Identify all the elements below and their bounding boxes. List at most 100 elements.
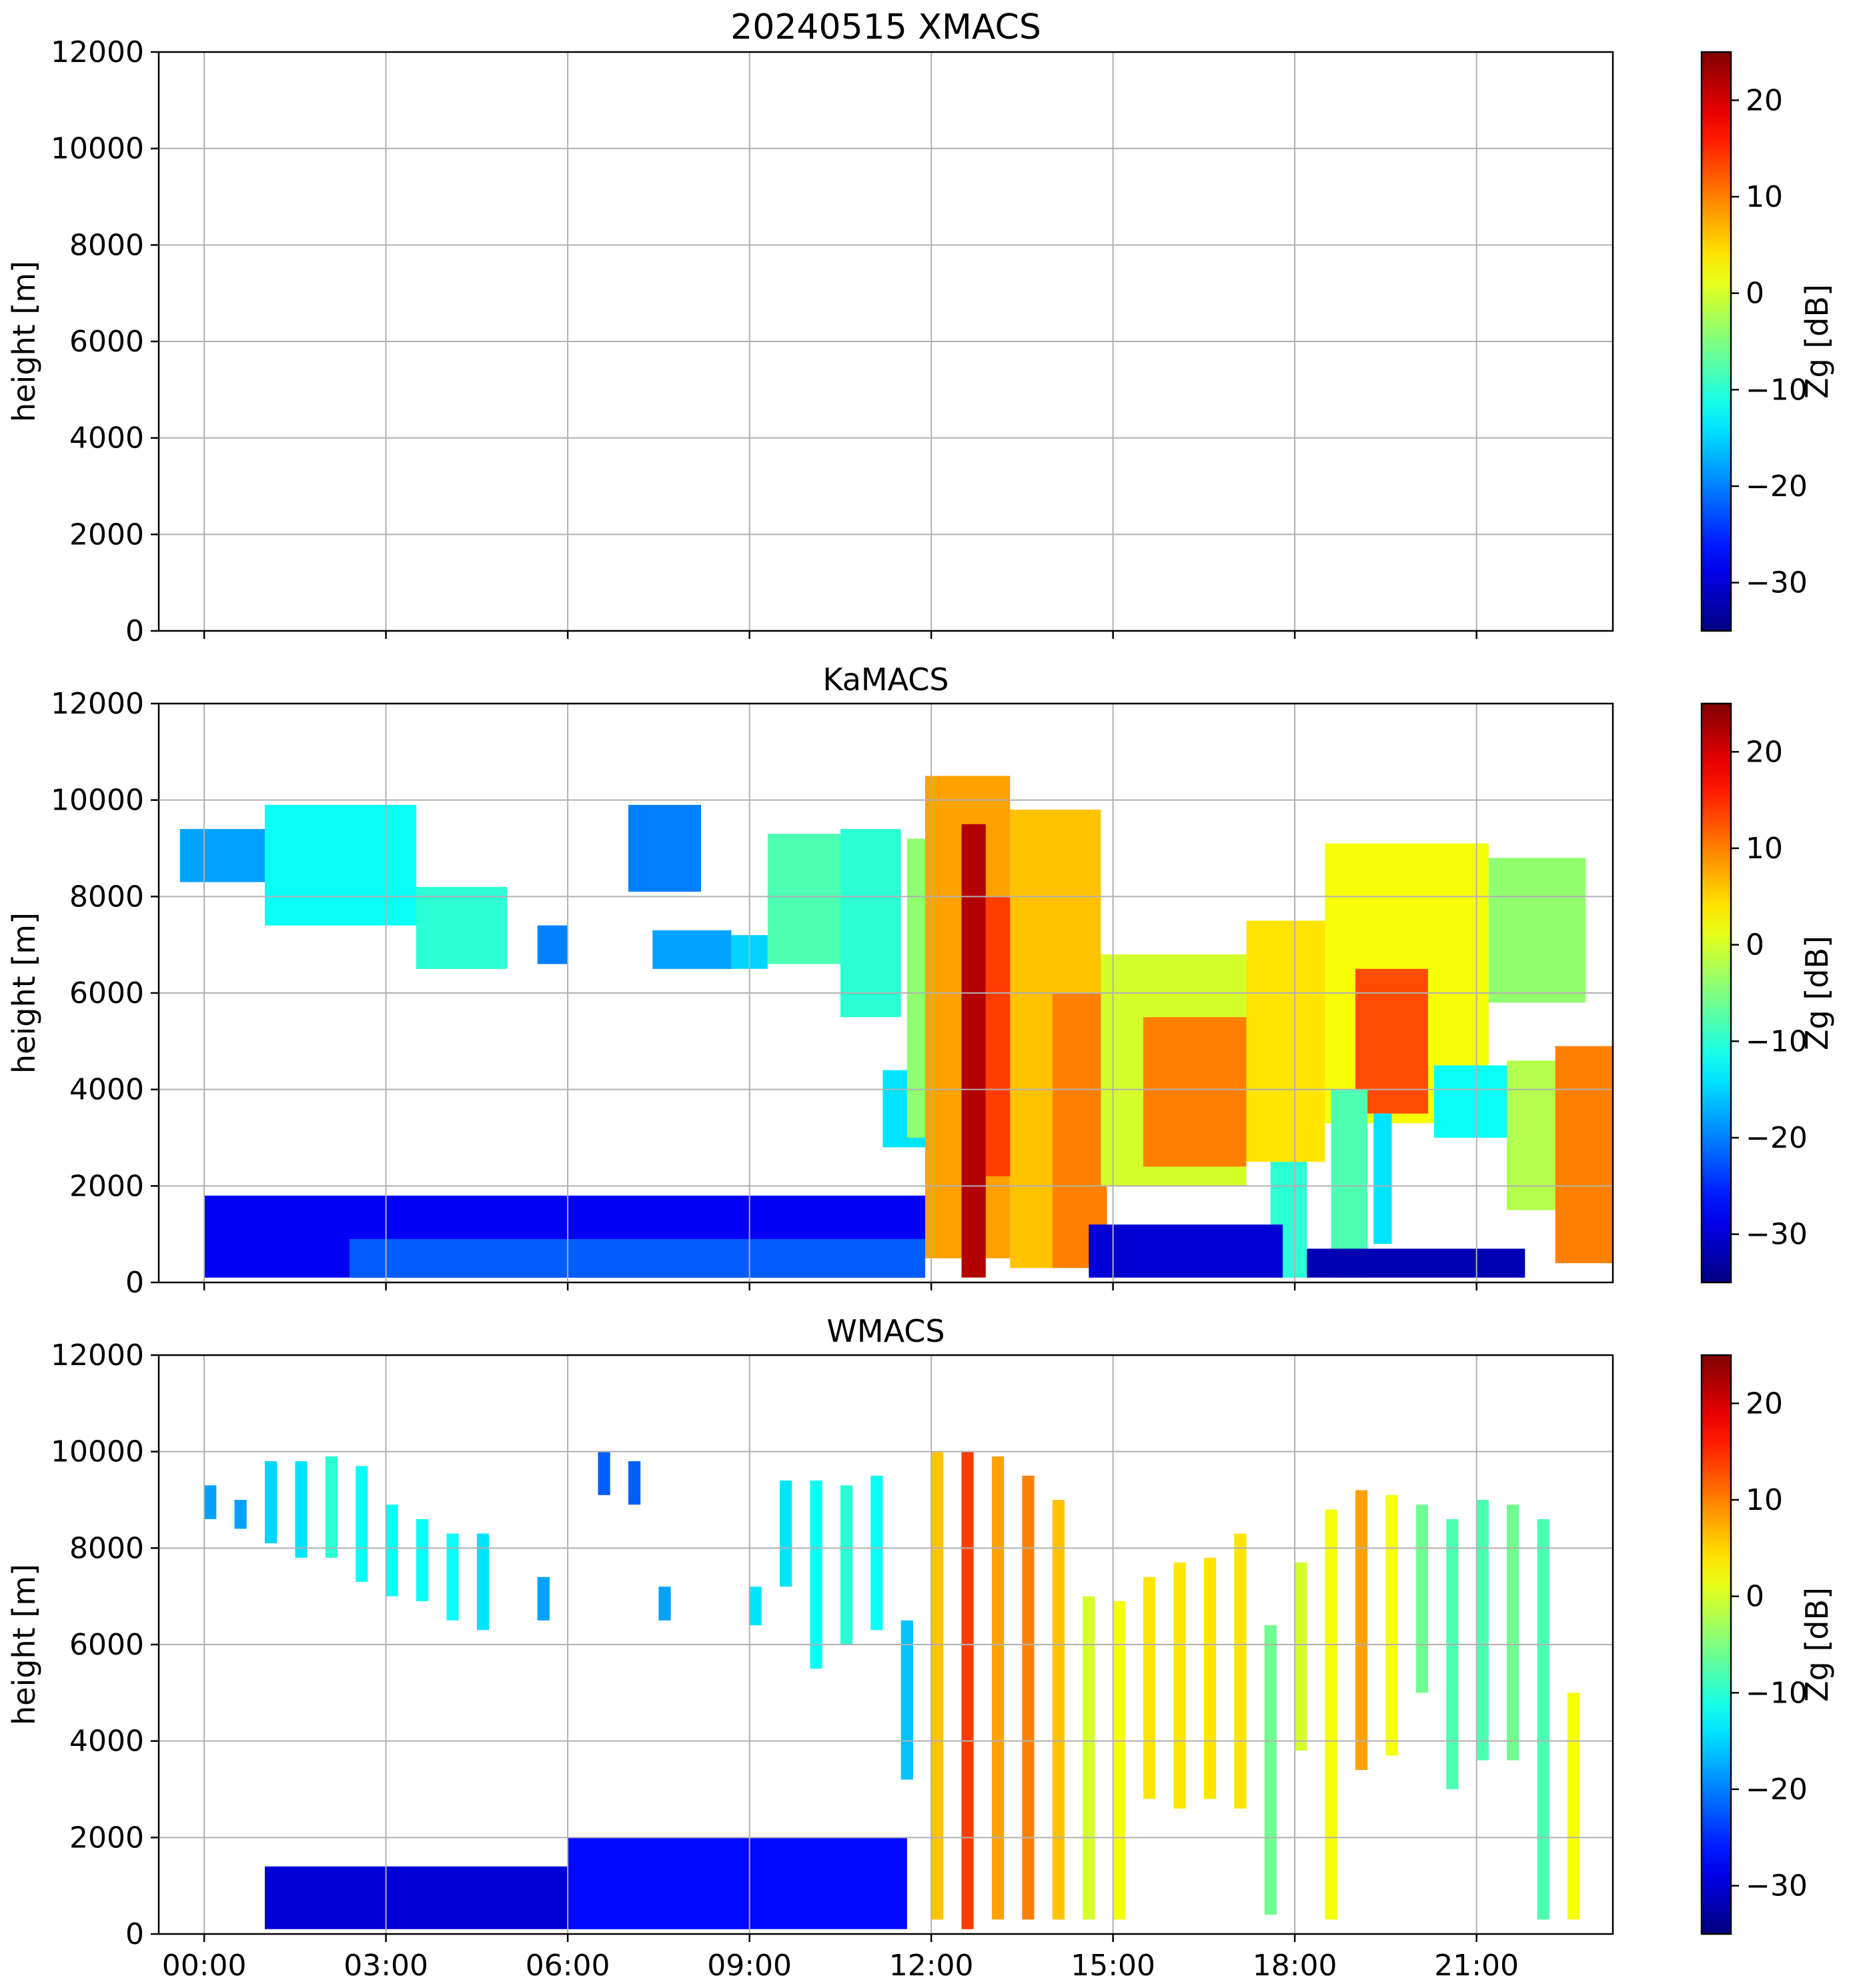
echo-region [1295, 1563, 1307, 1751]
echo-region [810, 1480, 822, 1669]
y-tick-label: 6000 [69, 976, 144, 1010]
y-tick-label: 4000 [69, 1073, 144, 1107]
y-tick-label: 2000 [69, 518, 144, 552]
colorbar-tick-label: 10 [1746, 832, 1783, 866]
colorbar-tick-label: 10 [1746, 180, 1783, 214]
echo-region [1234, 1533, 1247, 1809]
colorbar-tick-label: −10 [1746, 373, 1808, 407]
y-tick-label: 8000 [69, 880, 144, 914]
echo-region [1415, 1505, 1428, 1693]
echo-region [386, 1505, 398, 1597]
echo-region [1113, 1601, 1125, 1920]
echo-region [1331, 1089, 1368, 1278]
echo-region [1022, 1475, 1035, 1920]
echo-region [1052, 1500, 1065, 1920]
y-tick-label: 6000 [69, 325, 144, 359]
echo-region [350, 1238, 925, 1278]
x-tick-label: 15:00 [1071, 1949, 1155, 1983]
echo-region [992, 1456, 1005, 1920]
colorbar-gradient [1700, 702, 1732, 1284]
echo-region [476, 1533, 490, 1631]
echo-region [1246, 920, 1325, 1162]
colorbar-tick-label: −20 [1746, 1121, 1808, 1155]
x-tick-label: 18:00 [1253, 1949, 1337, 1983]
panel-2: 0 2000 4000 6000 8000 10000 12000 height [m] KaM… [6, 662, 1835, 1300]
echo-region [265, 1461, 277, 1544]
echo-region [1446, 1519, 1459, 1789]
echo-region [961, 1451, 974, 1929]
colorbar-tick-label: 0 [1746, 928, 1764, 962]
colorbar-tick-label: −30 [1746, 1218, 1808, 1252]
echo-region [1488, 858, 1586, 1003]
y-tick-label: 8000 [69, 1531, 144, 1565]
echo-region [1567, 1693, 1580, 1920]
x-tick-label: 03:00 [344, 1949, 428, 1983]
y-tick-label: 0 [125, 614, 144, 648]
y-tick-label: 2000 [69, 1821, 144, 1855]
echo-region [325, 1456, 338, 1558]
panel-3: 0 2000 4000 6000 8000 10000 12000 00:00 03:00 06:… [6, 1313, 1835, 1983]
echo-region [628, 804, 701, 892]
echo-region [1052, 993, 1107, 1268]
colorbar: −30 −20 −10 0 10 20 Zg [dB] [1700, 51, 1835, 632]
echo-region [1355, 1490, 1368, 1770]
colorbar-label: Zg [dB] [1799, 936, 1835, 1050]
y-tick-label: 10000 [51, 784, 144, 818]
echo-region [1173, 1563, 1186, 1809]
colorbar-tick-label: 10 [1746, 1483, 1783, 1517]
colorbar-tick-label: −30 [1746, 1869, 1808, 1903]
colorbar-tick-label: −10 [1746, 1024, 1808, 1058]
colorbar-label: Zg [dB] [1799, 1587, 1835, 1702]
colorbar-tick-label: −20 [1746, 469, 1808, 504]
y-tick-label: 12000 [51, 687, 144, 721]
echo-region [749, 1587, 762, 1626]
echo-region [234, 1500, 247, 1529]
colorbar-tick-label: 0 [1746, 277, 1764, 311]
echo-region [1373, 1113, 1392, 1244]
colorbar-tick-label: 0 [1746, 1580, 1764, 1614]
y-axis-label: height [m] [6, 261, 42, 422]
colorbar: −30 −20 −10 0 10 20 Zg [dB] [1700, 702, 1835, 1284]
echo-region [1537, 1519, 1550, 1920]
y-tick-label: 10000 [51, 1435, 144, 1469]
y-tick-label: 12000 [51, 35, 144, 69]
colorbar-gradient [1700, 1354, 1732, 1935]
y-tick-label: 12000 [51, 1338, 144, 1372]
y-tick-label: 4000 [69, 421, 144, 455]
colorbar-tick-label: −10 [1746, 1676, 1808, 1710]
colorbar-gradient [1700, 51, 1732, 632]
echo-region [840, 1485, 853, 1645]
y-tick-label: 0 [125, 1266, 144, 1300]
echo-region [652, 930, 732, 969]
y-tick-label: 4000 [69, 1725, 144, 1759]
echo-region [1385, 1495, 1398, 1756]
echo-region [416, 1519, 429, 1601]
echo-region [658, 1587, 671, 1621]
echo-region [446, 1533, 459, 1621]
echo-region [537, 1577, 550, 1621]
y-tick-label: 10000 [51, 132, 144, 166]
echo-region [568, 1837, 907, 1929]
y-tick-label: 6000 [69, 1628, 144, 1662]
y-tick-label: 8000 [69, 228, 144, 262]
colorbar-label: Zg [dB] [1799, 284, 1835, 399]
echo-region [961, 824, 986, 1278]
echo-region [1555, 1046, 1613, 1264]
echo-region [900, 1620, 913, 1780]
x-tick-label: 00:00 [162, 1949, 247, 1983]
echo-region [767, 834, 840, 964]
echo-region [1203, 1557, 1217, 1799]
echo-region [537, 925, 568, 964]
echo-region [931, 1451, 944, 1920]
echo-region [870, 1475, 883, 1631]
echo-region [416, 886, 508, 969]
y-axis-label: height [m] [6, 1564, 42, 1725]
panel-title: KaMACS [822, 662, 949, 698]
panel-title: 20240515 XMACS [730, 7, 1041, 47]
echo-region [1507, 1505, 1519, 1761]
echo-region [295, 1461, 307, 1558]
echo-region [1476, 1500, 1489, 1761]
colorbar-tick-label: −30 [1746, 566, 1808, 600]
colorbar-tick-label: −20 [1746, 1773, 1808, 1807]
